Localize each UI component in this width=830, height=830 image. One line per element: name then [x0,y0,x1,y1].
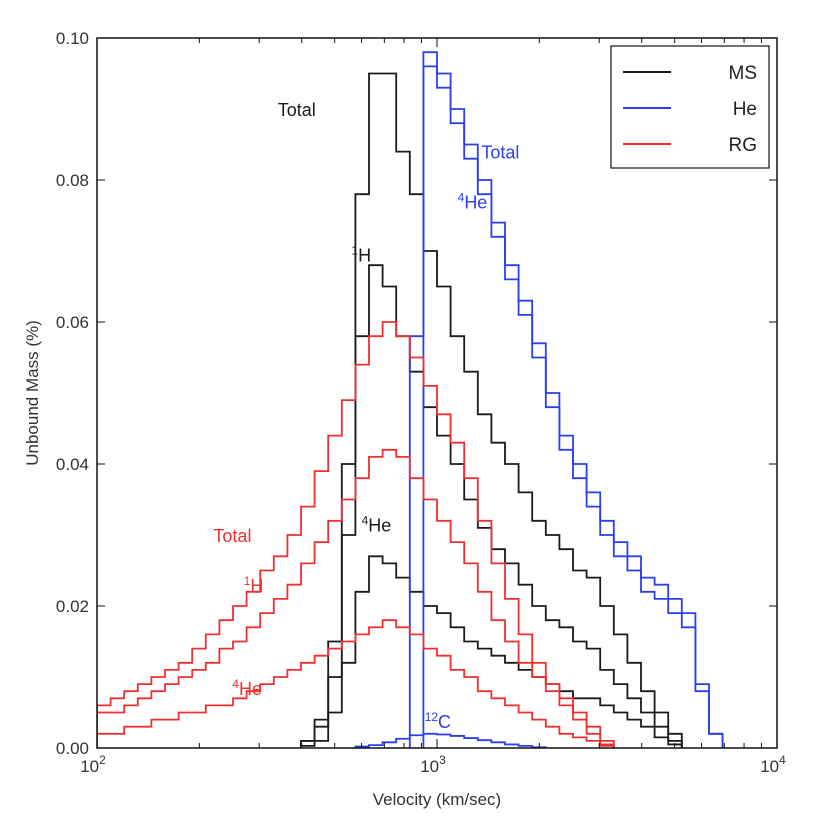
legend: MS He RG [610,45,770,169]
annotation-label: Total [213,526,251,546]
series-he-4he [422,65,724,748]
series-ms-1h [300,264,683,748]
annotation-label: 1H [351,244,371,266]
annotation-label: 4He [458,190,488,212]
series-rg-4he [97,619,615,748]
legend-label: He [733,99,757,120]
y-tick-label: 0.04 [56,455,89,474]
x-tick-label: 104 [760,753,786,776]
ticks-layer: 0.00 0.02 0.04 0.06 0.08 0.10 102 103 104 [56,29,786,776]
series-ms-total [300,72,683,748]
x-axis-label: Velocity (km/sec) [373,790,501,809]
series-layer [97,51,724,748]
annotation-label: 1H [244,574,264,596]
annotation-label: Total [481,143,519,163]
series-rg-1h [97,448,615,748]
y-tick-label: 0.00 [56,739,89,758]
annotation-label: 12C [425,710,451,732]
y-tick-label: 0.10 [56,29,89,48]
legend-label: MS [729,63,758,84]
annotation-label: 4He [232,677,262,699]
series-he-total [408,51,724,748]
y-tick-label: 0.06 [56,313,89,332]
series-ms-4he [300,555,683,748]
series-rg-total [97,321,615,748]
x-tick-label: 103 [420,753,446,776]
annotations-layer: Total 1H 4He Total 4He 12C Total 1H 4He [213,100,519,732]
series-he-12c [354,732,547,748]
y-tick-label: 0.08 [56,171,89,190]
y-tick-label: 0.02 [56,597,89,616]
legend-label: RG [729,135,758,156]
annotation-label: Total [278,100,316,120]
annotation-label: 4He [362,513,392,535]
x-tick-label: 102 [80,753,106,776]
y-axis-label: Unbound Mass (%) [23,320,42,466]
